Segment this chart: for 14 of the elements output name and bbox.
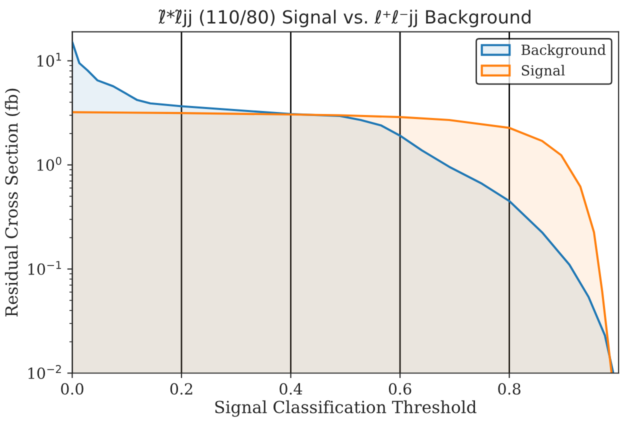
x-tick-label: 0.0 <box>61 383 84 395</box>
y-tick-label: 10$^{−1}$ <box>28 261 61 275</box>
y-tick-label: 10$^{1}$ <box>37 52 62 67</box>
y-axis-title: Residual Cross Section (fb) <box>4 88 20 317</box>
x-tick-label: 0.2 <box>170 383 192 395</box>
x-tick-label: 0.8 <box>498 383 520 395</box>
x-tick-label: 0.4 <box>280 383 302 395</box>
y-tick-label: 10$^{0}$ <box>37 156 62 171</box>
x-axis-title: Signal Classification Threshold <box>215 400 476 417</box>
legend-label: Background <box>521 44 606 58</box>
y-tick-label: 10$^{−2}$ <box>28 365 61 380</box>
x-tick-label: 0.6 <box>388 383 412 395</box>
legend-label: Signal <box>522 64 565 79</box>
chart-title: ℓ̃*ℓ̃jj (110/80) Signal vs. ℓ⁺ℓ⁻jj Background <box>158 9 530 28</box>
